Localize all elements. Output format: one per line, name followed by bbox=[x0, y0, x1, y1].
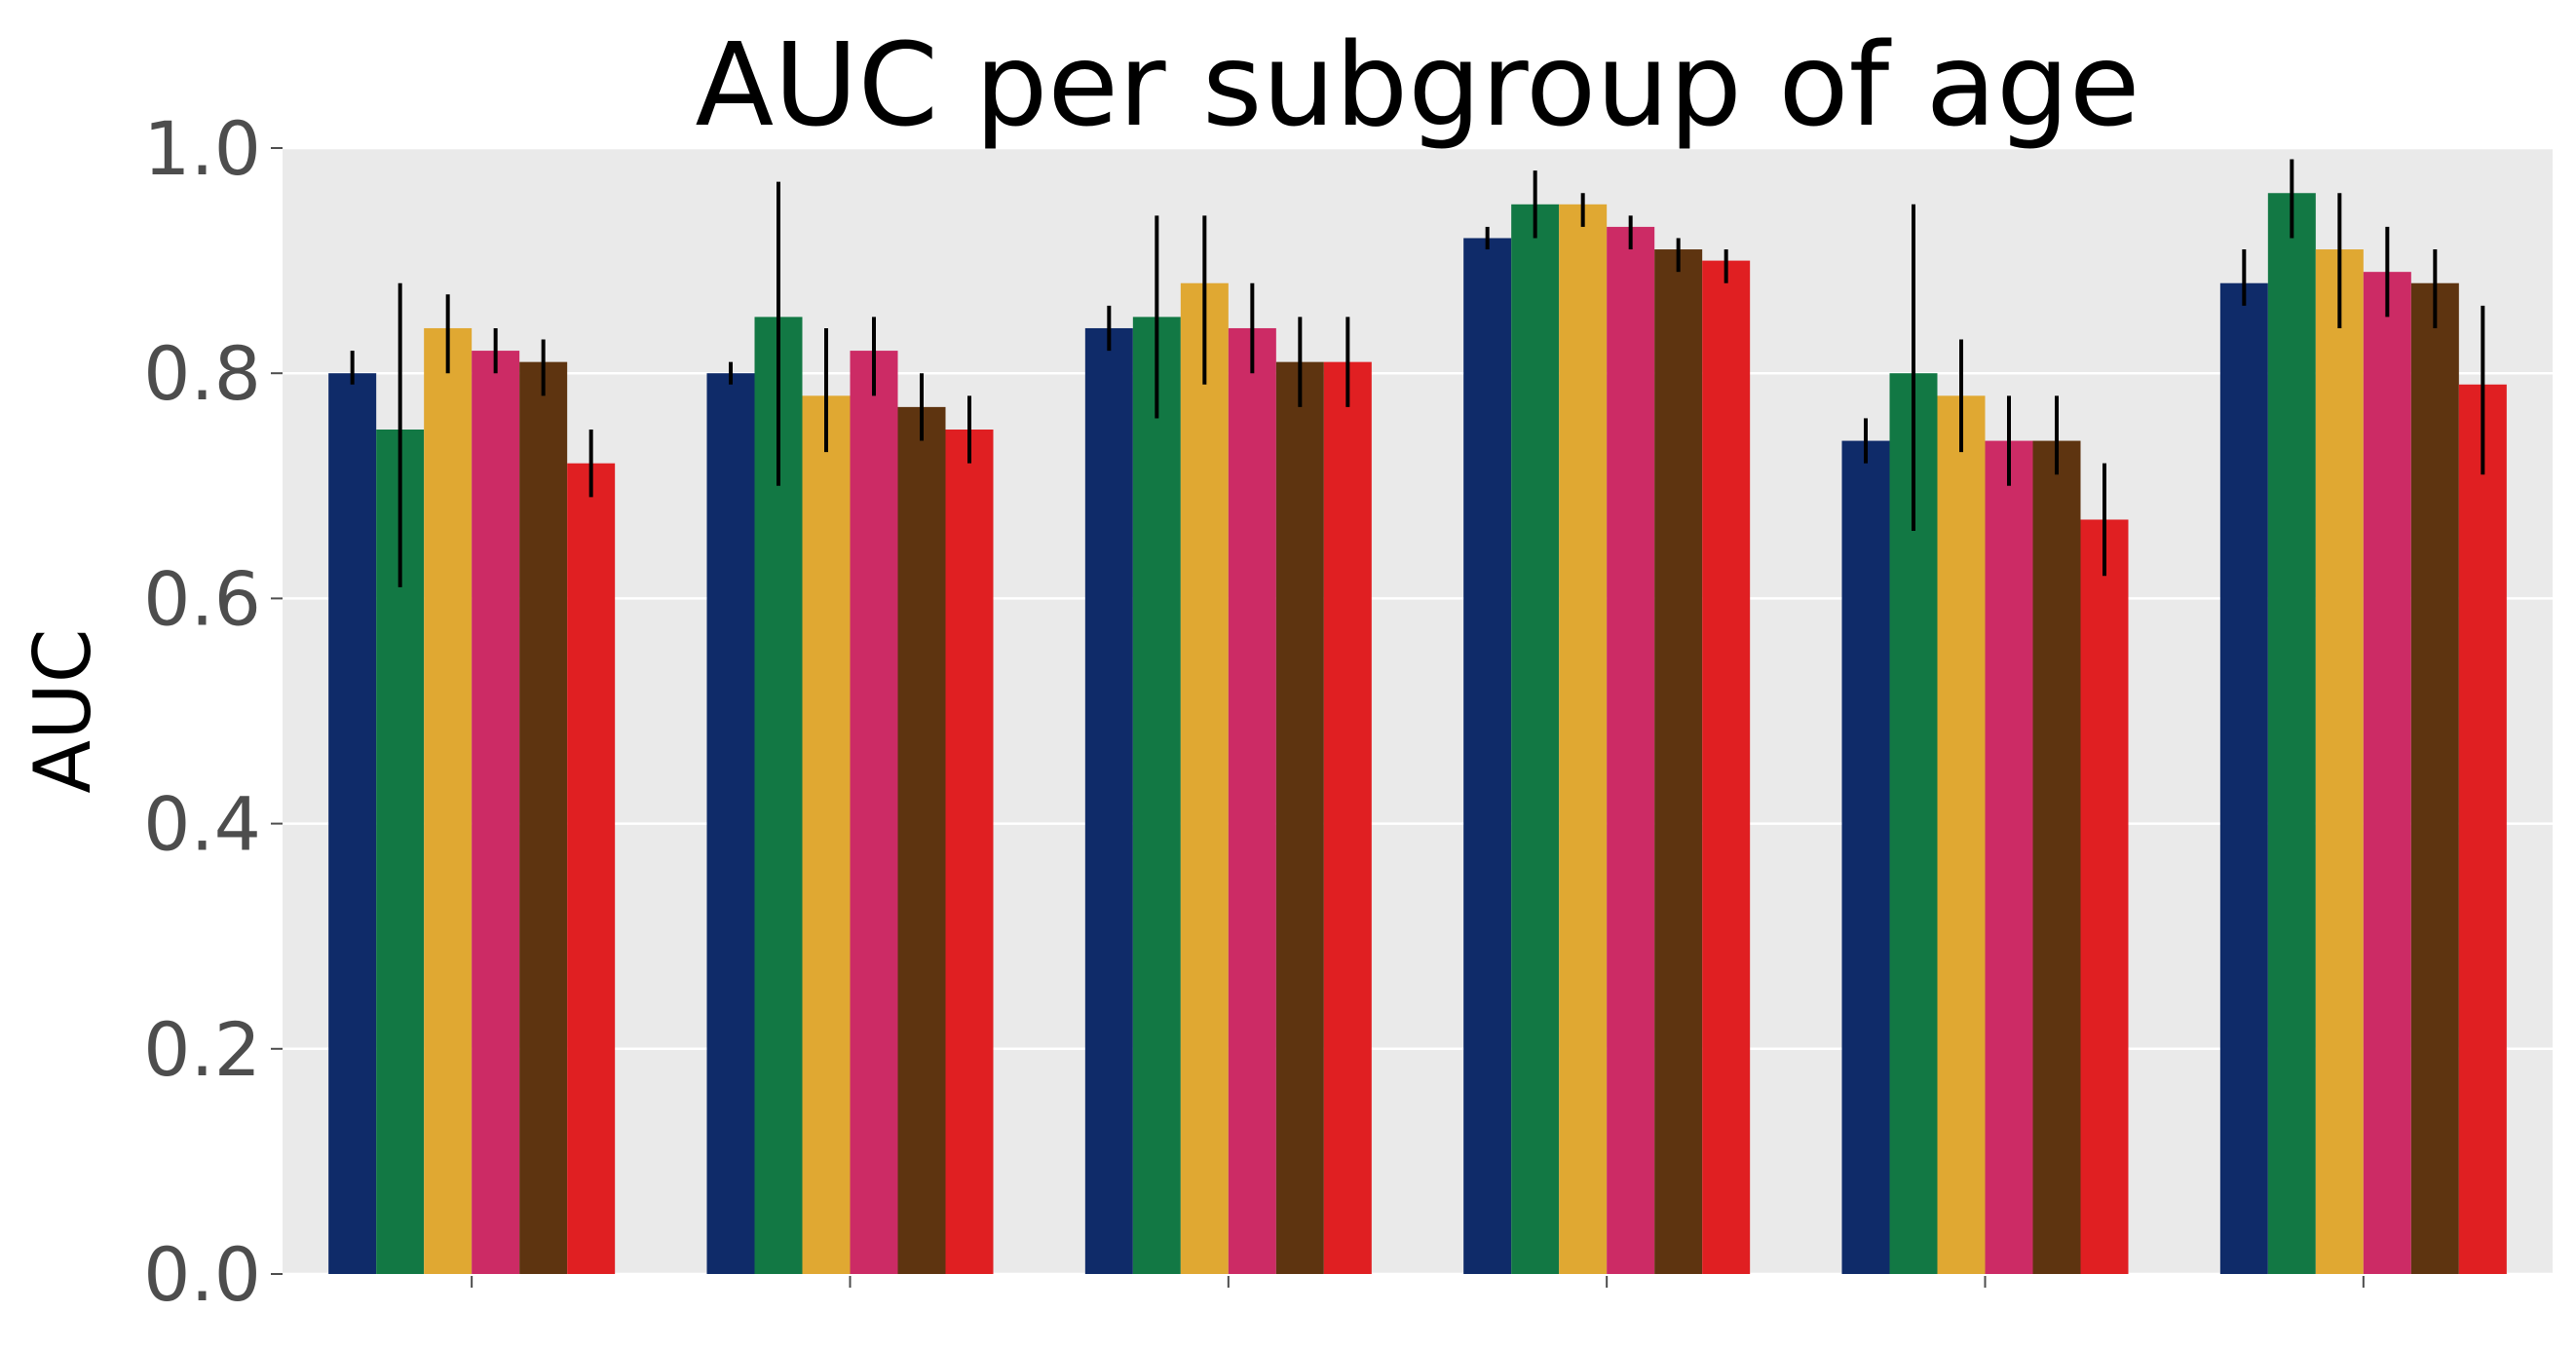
bars bbox=[328, 193, 2507, 1275]
bar bbox=[1132, 317, 1181, 1274]
bar bbox=[519, 361, 568, 1274]
bar bbox=[1323, 361, 1372, 1274]
bar bbox=[2458, 384, 2507, 1274]
chart-title: AUC per subgroup of age bbox=[696, 18, 2140, 152]
bar bbox=[1180, 282, 1229, 1275]
x-axis bbox=[471, 1276, 2365, 1288]
bar bbox=[897, 406, 946, 1274]
bar bbox=[945, 430, 994, 1274]
bar bbox=[1275, 361, 1324, 1274]
bar bbox=[1511, 204, 1560, 1274]
bar bbox=[472, 351, 520, 1275]
bar bbox=[2315, 249, 2364, 1274]
bar bbox=[2410, 282, 2459, 1275]
bar bbox=[1084, 327, 1133, 1275]
bar bbox=[567, 463, 616, 1274]
bar bbox=[2219, 282, 2268, 1275]
bar bbox=[328, 373, 377, 1274]
y-tick-label: 0.6 bbox=[143, 555, 261, 642]
bar bbox=[2080, 519, 2129, 1274]
plot-background bbox=[283, 148, 2553, 1274]
y-tick-label: 1.0 bbox=[143, 105, 261, 192]
gridlines bbox=[283, 146, 2553, 1276]
bar bbox=[424, 327, 473, 1275]
bar bbox=[706, 373, 755, 1274]
bar bbox=[1702, 260, 1751, 1275]
y-tick-label: 0.0 bbox=[143, 1231, 261, 1318]
bar bbox=[1228, 327, 1276, 1275]
y-axis-label: AUC bbox=[18, 628, 108, 793]
bar bbox=[850, 351, 898, 1275]
bar bbox=[802, 395, 851, 1274]
y-tick-label: 0.4 bbox=[143, 781, 261, 868]
bar bbox=[1607, 226, 1655, 1274]
bar bbox=[1937, 395, 1986, 1274]
y-tick-label: 0.8 bbox=[143, 330, 261, 417]
y-tick-label: 0.2 bbox=[143, 1006, 261, 1093]
bar bbox=[1985, 440, 2033, 1274]
bar bbox=[1559, 204, 1608, 1274]
bar bbox=[1463, 238, 1512, 1275]
y-axis: 0.0 0.2 0.4 0.6 0.8 1.0 bbox=[143, 105, 283, 1318]
bar bbox=[1841, 440, 1890, 1274]
bar bbox=[2363, 272, 2411, 1274]
bar bbox=[2267, 193, 2316, 1275]
bar bbox=[2032, 440, 2081, 1274]
error-bars bbox=[350, 159, 2485, 587]
bar bbox=[1654, 249, 1703, 1274]
